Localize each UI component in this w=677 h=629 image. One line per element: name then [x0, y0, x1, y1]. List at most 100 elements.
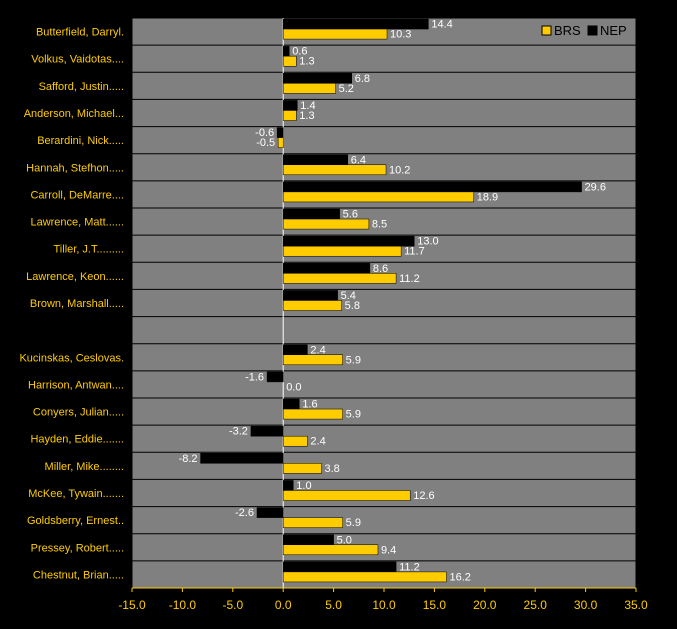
x-tick-label: 5.0 [325, 598, 342, 612]
x-tick-label: 20.0 [473, 598, 497, 612]
brs-data-label: 16.2 [449, 571, 470, 583]
category-label: Berardini, Nick..... [37, 135, 124, 147]
legend-swatch-brs [541, 25, 552, 36]
brs-data-label: 8.5 [372, 219, 387, 231]
nep-data-label: 6.8 [355, 73, 370, 85]
brs-data-label: -0.5 [256, 137, 275, 149]
brs-data-label: 0.0 [286, 381, 301, 393]
nep-bar [282, 534, 334, 546]
brs-bar [282, 245, 402, 257]
nep-bar [256, 507, 284, 518]
brs-bar [282, 571, 447, 583]
brs-bar [282, 28, 388, 40]
brs-data-label: 11.7 [404, 246, 425, 258]
nep-data-label: 5.4 [341, 290, 356, 302]
category-label: Butterfield, Darryl. [36, 27, 124, 39]
brs-bar [282, 408, 343, 420]
x-tick-label: 15.0 [423, 598, 447, 612]
nep-data-label: -3.2 [229, 426, 248, 438]
nep-data-label: 11.2 [399, 561, 420, 573]
nep-data-label: 1.0 [296, 480, 311, 492]
plot-area [132, 18, 636, 588]
brs-data-label: 12.6 [413, 490, 434, 502]
nep-bar [282, 235, 415, 247]
brs-data-label: 5.9 [346, 517, 361, 529]
brs-data-label: 5.8 [345, 300, 360, 312]
nep-data-label: -2.6 [235, 507, 254, 519]
brs-bar [282, 354, 343, 366]
category-label: Harrison, Antwan.... [28, 379, 124, 391]
category-label: Pressey, Robert..... [31, 542, 124, 554]
brs-bar [277, 137, 284, 148]
category-label: Volkus, Vaidotas.... [31, 54, 124, 66]
nep-bar [200, 453, 284, 464]
nep-bar [282, 100, 298, 111]
x-tick-label: 10.0 [372, 598, 396, 612]
nep-bar [282, 344, 308, 356]
nep-bar [282, 208, 340, 220]
x-tick-label: 35.0 [624, 598, 648, 612]
nep-data-label: 1.4 [300, 100, 315, 112]
brs-data-label: 3.8 [325, 463, 340, 475]
x-tick-label: 0.0 [275, 598, 292, 612]
nep-data-label: -8.2 [179, 453, 198, 465]
x-tick-label: -15.0 [118, 598, 146, 612]
x-tick-label: 25.0 [524, 598, 548, 612]
nep-bar [282, 18, 429, 30]
brs-bar [282, 435, 308, 447]
brs-bar [282, 300, 342, 311]
category-label: Brown, Marshall..... [30, 298, 124, 310]
brs-data-label: 1.3 [299, 110, 314, 122]
nep-data-label: 5.6 [343, 209, 358, 221]
x-tick-label: -5.0 [222, 598, 243, 612]
category-label: Safford, Justin..... [39, 81, 124, 93]
brs-bar [282, 273, 397, 284]
category-label: Hannah, Stefhon..... [26, 162, 124, 174]
brs-data-label: 5.9 [346, 409, 361, 421]
category-label: Anderson, Michael... [24, 108, 124, 120]
category-label: Lawrence, Matt...... [30, 217, 124, 229]
nep-data-label: -0.6 [255, 127, 274, 139]
brs-bar [282, 517, 343, 528]
category-label: Miller, Mike........ [45, 461, 124, 473]
category-label: Conyers, Julian..... [33, 407, 124, 419]
nep-data-label: 5.0 [337, 534, 352, 546]
nep-bar [282, 73, 352, 84]
nep-bar [282, 290, 338, 301]
brs-data-label: 2.4 [310, 436, 325, 448]
brs-data-label: 1.3 [299, 56, 314, 68]
category-label: Kucinskas, Ceslovas. [19, 352, 124, 364]
category-label: Lawrence, Keon...... [26, 271, 124, 283]
category-label: Goldsberry, Ernest.. [27, 515, 124, 527]
nep-data-label: -1.6 [245, 371, 264, 383]
brs-data-label: 5.2 [339, 83, 354, 95]
nep-bar [282, 561, 397, 573]
nep-bar [282, 45, 290, 57]
brs-data-label: 5.9 [346, 354, 361, 366]
nep-data-label: 13.0 [417, 236, 438, 248]
nep-bar [282, 480, 294, 491]
nep-data-label: 2.4 [310, 344, 325, 356]
nep-data-label: 8.6 [373, 263, 388, 275]
x-tick-label: -10.0 [169, 598, 197, 612]
category-label: Carroll, DeMarre.... [30, 189, 124, 201]
nep-bar [282, 154, 348, 166]
legend-label-brs: BRS [554, 23, 581, 38]
nep-bar [276, 127, 284, 138]
category-label: Chestnut, Brian..... [33, 569, 124, 581]
brs-bar [282, 191, 474, 203]
brs-data-label: 9.4 [381, 544, 396, 556]
nep-bar [282, 181, 582, 193]
brs-bar [282, 83, 336, 94]
brs-data-label: 18.9 [477, 191, 498, 203]
category-label: McKee, Tywain....... [28, 488, 124, 500]
brs-bar [282, 110, 297, 121]
nep-data-label: 14.4 [431, 19, 452, 31]
nep-data-label: 0.6 [292, 46, 307, 58]
nep-data-label: 29.6 [585, 181, 606, 193]
brs-bar [282, 164, 387, 176]
brs-bar [282, 490, 411, 501]
nep-bar [250, 425, 284, 437]
